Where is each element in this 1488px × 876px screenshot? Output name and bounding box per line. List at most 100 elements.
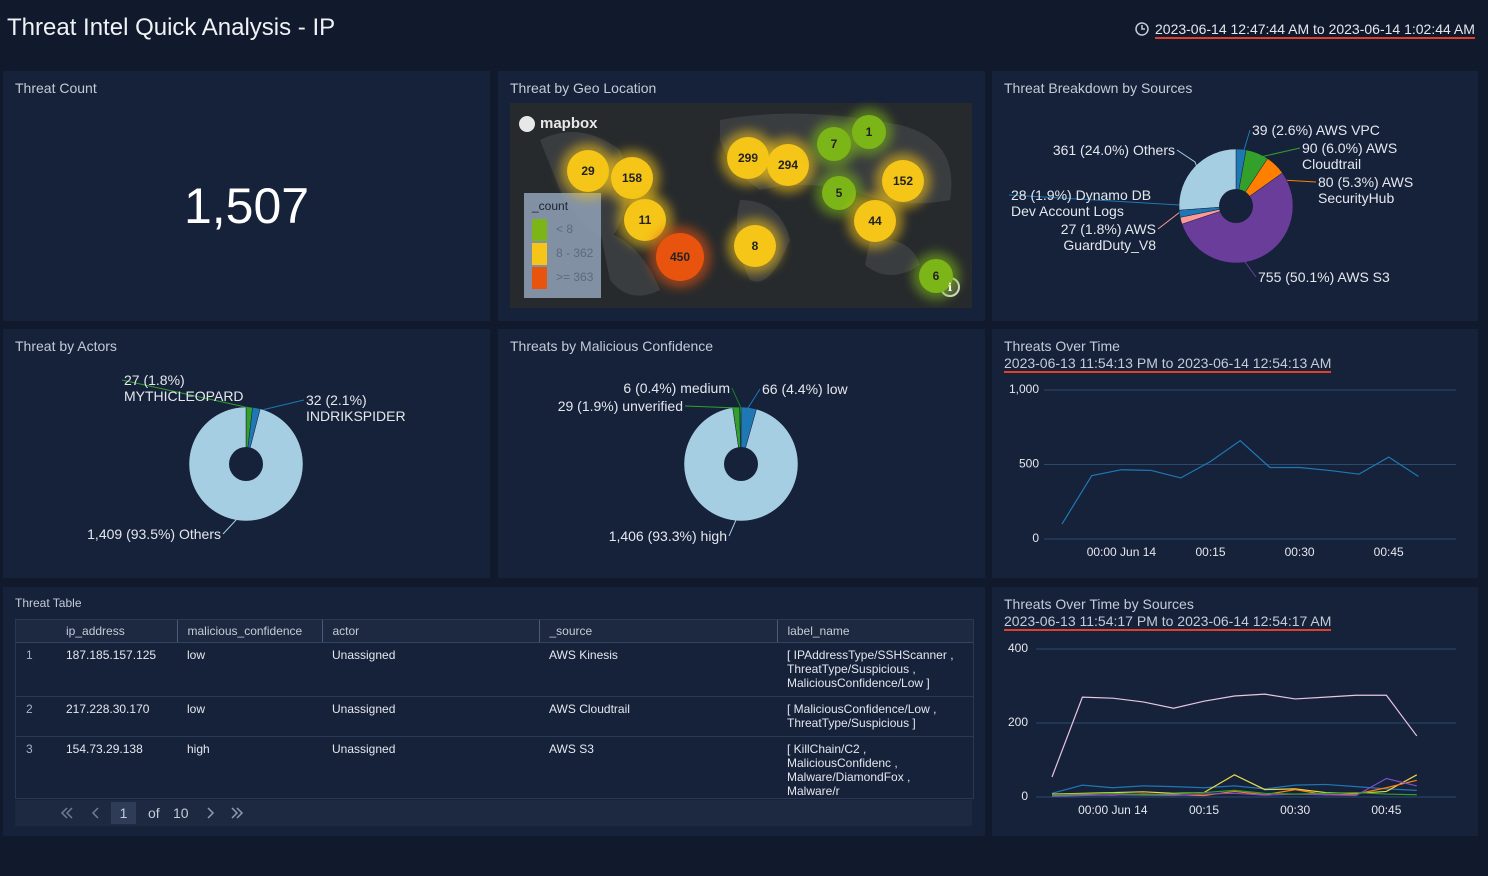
cluster (882, 160, 924, 202)
panel: Threats Over Time 2023-06-13 11:54:13 PM… (992, 329, 1478, 578)
map-legend-title: _count (531, 199, 569, 213)
cluster (817, 127, 851, 161)
slice-name: medium (680, 380, 730, 396)
x-tick-label: 00:00 Jun 14 (1087, 545, 1157, 559)
slice-label: 29 (1.9%) unverified (483, 398, 683, 414)
panel-time-range[interactable]: 2023-06-13 11:54:17 PM to 2023-06-14 12:… (1004, 613, 1332, 631)
y-tick-label: 500 (1019, 457, 1039, 471)
leader-line (222, 514, 240, 535)
legend-label: < 8 (556, 222, 573, 236)
header-cell: label_name (776, 620, 973, 643)
cluster (567, 150, 609, 192)
slice-value: 39 (2.6%) (1252, 122, 1313, 138)
table-row: 3 154.73.29.138 high Unassigned AWS S3[ Kill… (16, 736, 973, 798)
legend-label: >= 363 (556, 270, 594, 284)
cluster-label: 6 (933, 269, 940, 283)
slice-label: 6 (0.4%) medium (530, 380, 730, 396)
slice-value: 66 (4.4%) (762, 381, 823, 397)
y-tick-label: 1,000 (1009, 382, 1039, 396)
table-cell: Unassigned (322, 642, 539, 697)
slice-name: Others (178, 526, 221, 542)
panel-title: Threat Count (15, 80, 97, 96)
slice-value: 1,406 (93.3%) (608, 528, 697, 544)
header-cell: malicious_confidence (176, 620, 322, 643)
cluster-label: 11 (639, 213, 652, 227)
series-line (1051, 789, 1417, 796)
header-cell: actor (321, 620, 539, 643)
time-range[interactable]: 2023-06-14 12:47:44 AM to 2023-06-14 1:0… (1155, 21, 1475, 39)
leader-line (684, 405, 739, 414)
donut-hole (1219, 189, 1253, 223)
cluster (767, 144, 809, 186)
slice-name: Dynamo DB Dev Account Logs (1011, 187, 1152, 219)
table-cell: Unassigned (322, 696, 539, 737)
panel-title: Threat by Actors (15, 338, 117, 354)
panel-time-range[interactable]: 2023-06-13 11:54:13 PM to 2023-06-14 12:… (1004, 355, 1332, 373)
cluster (734, 225, 776, 267)
table-cell: [ IPAddressType/SSHScanner , ThreatType/… (777, 642, 973, 697)
pie-slice (1178, 148, 1237, 211)
cluster-label: 299 (738, 151, 758, 165)
slice-label: 32 (2.1%) INDRIKSPIDER (306, 392, 426, 424)
table-cell: high (177, 736, 322, 798)
slice-name: AWS VPC (1315, 122, 1380, 138)
table-cell: 1 (16, 642, 56, 697)
slice-label: 39 (2.6%) AWS VPC (1252, 122, 1452, 138)
x-tick-label: 00:45 (1371, 803, 1401, 817)
big-number: 1,507 (183, 178, 310, 234)
page-total: 10 (173, 805, 189, 821)
prev-page[interactable] (89, 806, 103, 820)
panel: Threat Count 1,507 (3, 71, 490, 321)
panel-title: Threat by Geo Location (510, 80, 657, 96)
slice-name: AWS Cloudtrail (1302, 140, 1398, 172)
slice-label: 80 (5.3%) AWS SecurityHub (1318, 174, 1428, 206)
series-line (1051, 774, 1418, 795)
slice-name: INDRIKSPIDER (306, 408, 406, 424)
cluster (854, 200, 896, 242)
legend-swatch (532, 243, 547, 265)
slice-value: 27 (1.8%) (124, 372, 185, 388)
x-tick-label: 00:15 (1195, 545, 1225, 559)
cluster-label: 7 (831, 137, 838, 151)
x-tick-label: 00:45 (1374, 545, 1404, 559)
header-cell (16, 620, 56, 643)
leader-line (121, 379, 251, 413)
slice-name: high (700, 528, 727, 544)
table-cell: AWS S3 (539, 736, 777, 798)
x-tick-label: 00:15 (1189, 803, 1219, 817)
slice-label: 1,406 (93.3%) high (527, 528, 727, 544)
slice-label: 90 (6.0%) AWS Cloudtrail (1302, 140, 1412, 172)
pagination: 1 of 10 (15, 800, 972, 826)
series-line (1061, 439, 1419, 525)
slice-name: Others (1132, 142, 1175, 158)
panel-title: Threat Breakdown by Sources (1004, 80, 1193, 96)
y-tick-label: 400 (1008, 641, 1028, 655)
info-glyph: ℹ (948, 282, 952, 294)
panel-title: Threat Table (15, 596, 82, 610)
cluster-label: 450 (670, 250, 690, 264)
page-input[interactable]: 1 (111, 802, 136, 824)
series-line (1051, 693, 1418, 778)
y-tick-label: 0 (1021, 789, 1028, 803)
next-page[interactable] (203, 806, 217, 820)
donut-hole (724, 447, 758, 481)
panel: Threat Table ip_address malicious_confide… (3, 587, 985, 836)
panel-title: Threats by Malicious Confidence (510, 338, 714, 354)
series-line (1051, 777, 1417, 797)
table-cell: AWS Kinesis (539, 642, 777, 697)
leader-line (731, 387, 742, 413)
clock-icon (1135, 22, 1149, 36)
leader-line (1254, 147, 1301, 159)
last-page[interactable] (230, 806, 244, 820)
slice-value: 361 (24.0%) (1052, 142, 1130, 158)
table-cell: low (177, 642, 322, 697)
cluster-label: 1 (866, 125, 873, 139)
table-cell: [ KillChain/C2 , MaliciousConfidenc , Ma… (777, 736, 973, 798)
slice-value: 1,409 (93.5%) (87, 526, 176, 542)
cluster (611, 157, 653, 199)
y-tick-label: 200 (1008, 715, 1028, 729)
first-page[interactable] (60, 806, 74, 820)
leader-line (1244, 251, 1260, 278)
series-line (1051, 783, 1417, 794)
